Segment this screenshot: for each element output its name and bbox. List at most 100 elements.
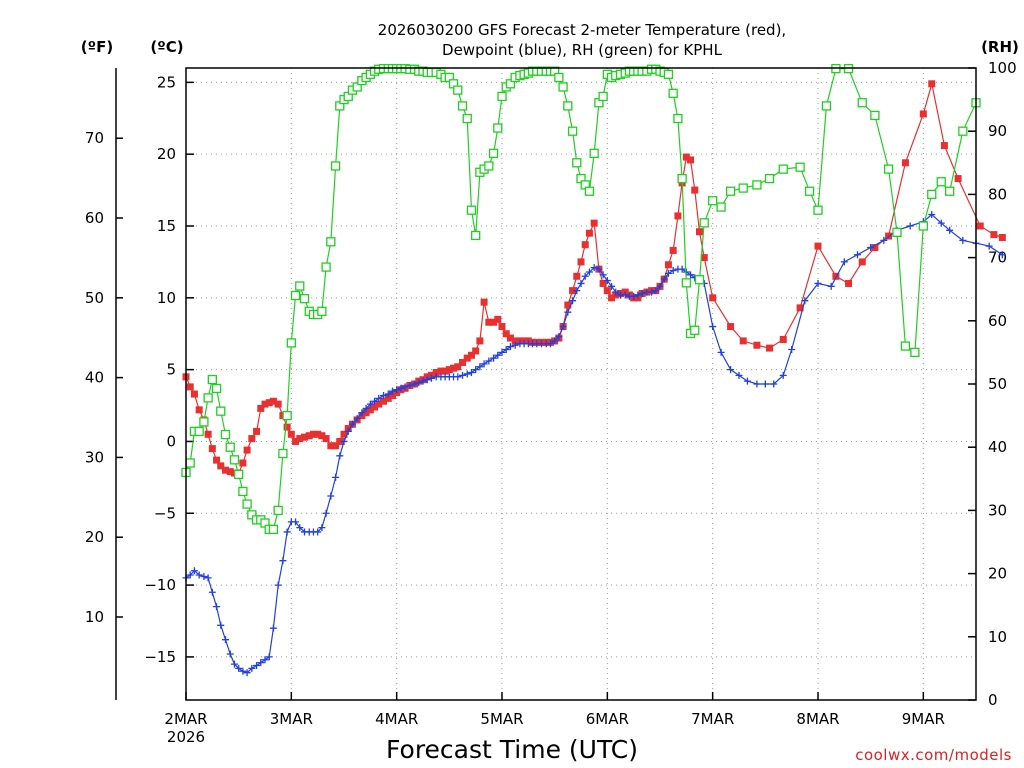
dewpoint-point [743, 377, 751, 385]
temperature-point [476, 337, 484, 345]
rh-point [295, 281, 305, 291]
temperature-point [248, 435, 256, 443]
celsius-tick-label: 5 [166, 361, 176, 379]
dewpoint-point [551, 337, 559, 345]
dewpoint-point [239, 667, 247, 675]
temperature-point [691, 186, 699, 194]
temperature-point [954, 175, 962, 183]
time-tick-label: 7MAR [691, 710, 734, 728]
rh-point [725, 186, 736, 196]
rh-point [584, 186, 595, 196]
rh-point [958, 126, 968, 136]
celsius-tick-label: 0 [166, 432, 176, 450]
dewpoint-point [195, 571, 203, 579]
rh-tick-label: 10 [988, 628, 1007, 646]
dewpoint-point [660, 275, 668, 283]
rh-point [554, 72, 564, 83]
fahrenheit-tick-label: 50 [85, 289, 104, 307]
dewpoint-point [283, 528, 291, 536]
dewpoint-point [779, 371, 787, 379]
dewpoint-point [459, 371, 466, 379]
dewpoint-point [332, 473, 340, 481]
dewpoint-point [235, 664, 243, 672]
dewpoint-point [788, 346, 796, 354]
rh-point [699, 218, 709, 228]
temperature-point [257, 404, 265, 412]
temperature-point [490, 318, 498, 326]
rh-point [804, 186, 815, 196]
rh-tick-label: 20 [988, 565, 1007, 583]
dewpoint-point [634, 291, 642, 299]
dewpoint-point [555, 333, 563, 341]
celsius-tick-label: −10 [144, 576, 176, 594]
dewpoint-point [595, 265, 603, 273]
dewpoint-point [652, 287, 660, 295]
rh-point [505, 79, 516, 89]
dewpoint-point [880, 236, 888, 244]
dewpoint-point [480, 360, 488, 368]
dewpoint-point [208, 588, 216, 596]
rh-point [598, 91, 608, 102]
rh-point [673, 113, 683, 124]
temperature-point [585, 229, 593, 237]
temperature-point [796, 304, 804, 312]
dewpoint-point [362, 404, 370, 412]
rh-unit-label: (RH) [981, 38, 1019, 56]
rh-point [936, 177, 946, 187]
temperature-point [322, 435, 330, 443]
rh-point [229, 455, 240, 465]
dewpoint-point [292, 518, 300, 526]
dewpoint-point [371, 397, 379, 405]
time-tick-label: 8MAR [796, 710, 839, 728]
temperature-point [217, 462, 225, 470]
temperature-point [506, 334, 514, 342]
dewpoint-point [840, 258, 848, 266]
dewpoint-point [998, 251, 1006, 259]
dewpoint-point [664, 269, 672, 277]
dewpoint-point [735, 371, 743, 379]
dewpoint-point [318, 524, 326, 532]
fahrenheit-axis-ticks: 10 20 30 40 50 60 70 [85, 129, 123, 626]
dewpoint-point [985, 242, 993, 250]
temperature-point [309, 430, 317, 438]
temperature-point [384, 394, 392, 402]
rh-point [752, 180, 762, 190]
temperature-point [682, 153, 690, 161]
temperature-point [502, 330, 510, 338]
dewpoint-point [621, 291, 629, 299]
temperature-point [441, 367, 449, 375]
dewpoint-point [401, 383, 409, 391]
rh-tick-label: 50 [988, 375, 1007, 393]
temperature-point [301, 433, 308, 441]
dewpoint-point [358, 409, 366, 417]
temperature-point [564, 301, 572, 309]
dewpoint-point [186, 571, 194, 579]
rh-point [738, 183, 748, 193]
rh-tick-label: 90 [988, 122, 1007, 140]
dewpoint-point [585, 268, 593, 276]
rh-point [352, 82, 362, 92]
rh-point [927, 189, 937, 200]
time-tick-label: 9MAR [902, 710, 945, 728]
temperature-point [664, 261, 672, 269]
celsius-tick-label: 15 [157, 217, 176, 235]
temperature-point [928, 80, 936, 88]
temperature-point [454, 363, 462, 371]
rh-point [462, 113, 472, 124]
dewpoint-point [375, 394, 383, 402]
dewpoint-point [608, 282, 616, 290]
temperature-point [222, 466, 229, 474]
temperature-point [375, 400, 383, 408]
temperature-point [336, 437, 344, 445]
dewpoint-point [801, 297, 809, 305]
temperature-point [450, 364, 458, 372]
dewpoint-point [511, 341, 519, 349]
rh-point [234, 469, 244, 480]
dewpoint-point [717, 348, 725, 356]
rh-point [211, 383, 222, 394]
temperature-point [362, 409, 370, 417]
fahrenheit-tick-label: 40 [85, 369, 104, 387]
dewpoint-point [204, 574, 212, 582]
rh-point [290, 290, 301, 301]
